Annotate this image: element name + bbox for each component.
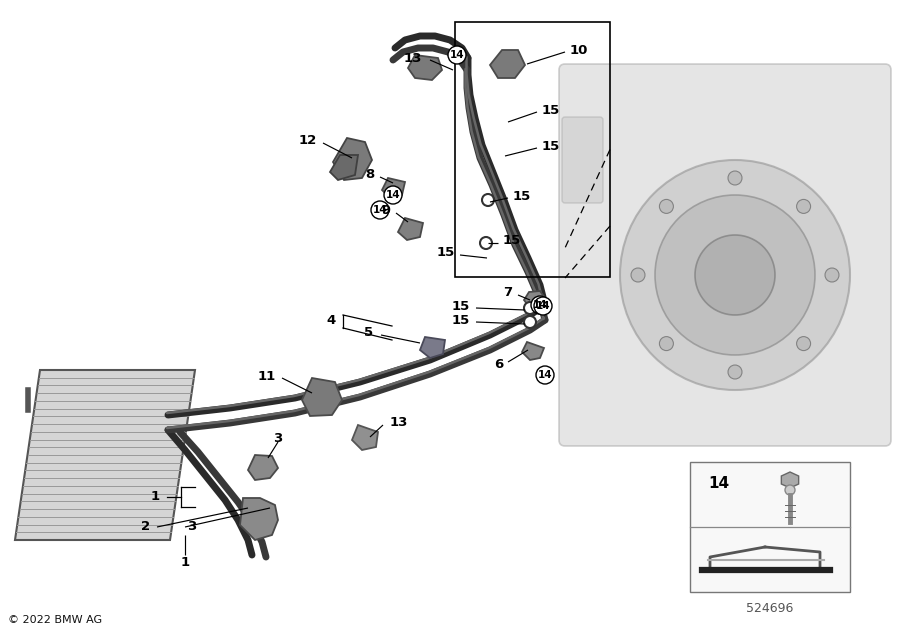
Text: 7: 7 [503,287,512,299]
Circle shape [785,485,795,495]
Text: 15: 15 [436,246,455,260]
Text: 15: 15 [452,314,470,326]
Polygon shape [240,498,278,540]
Text: 2: 2 [141,520,150,534]
Text: 10: 10 [570,43,589,57]
Text: 14: 14 [536,301,550,311]
Circle shape [796,200,811,214]
Text: 6: 6 [494,357,503,370]
Circle shape [480,237,492,249]
Text: 13: 13 [390,416,409,430]
Text: 14: 14 [537,370,553,380]
Circle shape [524,316,536,328]
Text: 1: 1 [180,556,190,568]
Text: 1: 1 [150,490,159,503]
Circle shape [695,235,775,315]
Polygon shape [781,472,798,488]
Text: 11: 11 [257,370,276,382]
Polygon shape [302,378,342,416]
Polygon shape [333,138,372,180]
Polygon shape [330,155,358,180]
Text: 14: 14 [708,476,729,491]
Circle shape [384,186,402,204]
Circle shape [620,160,850,390]
Polygon shape [524,291,545,308]
Text: 5: 5 [364,326,373,340]
Circle shape [728,365,742,379]
Text: 15: 15 [452,299,470,312]
Text: 15: 15 [542,139,560,152]
Circle shape [825,268,839,282]
Text: 8: 8 [364,168,374,181]
Polygon shape [15,370,195,540]
Circle shape [536,366,554,384]
Polygon shape [398,218,423,240]
Circle shape [728,171,742,185]
Polygon shape [248,455,278,480]
Text: 14: 14 [450,50,464,60]
FancyBboxPatch shape [562,117,603,203]
Circle shape [524,302,536,314]
Polygon shape [352,425,378,450]
Text: 3: 3 [274,432,283,445]
Circle shape [631,268,645,282]
Circle shape [531,296,549,314]
Polygon shape [408,55,442,80]
Polygon shape [420,337,445,358]
Polygon shape [382,178,405,198]
Circle shape [660,336,673,350]
Text: 14: 14 [386,190,400,200]
Text: 4: 4 [327,314,336,326]
Circle shape [371,201,389,219]
Text: 13: 13 [403,52,422,64]
Text: 15: 15 [503,234,521,248]
Text: 14: 14 [533,300,547,310]
Text: 9: 9 [381,205,390,217]
Polygon shape [522,342,544,360]
Text: 524696: 524696 [746,602,794,614]
Circle shape [448,46,466,64]
Text: 15: 15 [513,190,531,202]
Text: 15: 15 [542,103,560,117]
Circle shape [534,297,552,315]
Text: © 2022 BMW AG: © 2022 BMW AG [8,615,102,625]
Polygon shape [490,50,525,78]
FancyBboxPatch shape [559,64,891,446]
Text: 3: 3 [187,520,196,534]
Circle shape [482,194,494,206]
Text: 14: 14 [373,205,387,215]
Circle shape [655,195,815,355]
Circle shape [660,200,673,214]
Text: 12: 12 [299,134,317,147]
Circle shape [796,336,811,350]
FancyBboxPatch shape [690,462,850,592]
